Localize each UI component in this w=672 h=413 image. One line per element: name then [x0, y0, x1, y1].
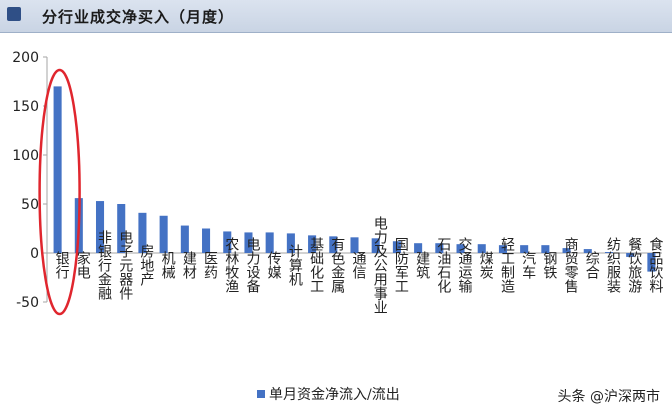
x-tick-label: 农林牧渔: [223, 237, 239, 293]
x-tick-label: 电力及公用事业: [372, 216, 388, 314]
bar-建材: [180, 225, 189, 253]
x-tick-label: 商贸零售: [563, 237, 579, 293]
x-tick-label: 综合: [584, 251, 600, 279]
x-tick-label: 传媒: [266, 251, 282, 279]
x-tick-label: 煤炭: [478, 251, 494, 279]
bar-汽车: [520, 245, 529, 253]
y-tick-label: 100: [12, 148, 39, 164]
x-tick-label: 家电: [75, 250, 91, 279]
bar-基础化工: [308, 235, 317, 253]
x-tick-label: 纺织服装: [605, 237, 621, 293]
x-tick-label: 非银行金融: [96, 230, 112, 300]
bar-chart: -50 0 50 100 150 200 银行 家电 非银行金融 电子元器件 房地产 机械 建材 医药 农林…: [12, 50, 663, 403]
bar-通信: [350, 237, 359, 253]
x-tick-label: 通信: [351, 251, 367, 279]
chart-title: 分行业成交净买入（月度）: [42, 8, 235, 26]
x-tick-label: 交通运输: [457, 236, 473, 293]
y-tick-label: 150: [12, 99, 39, 115]
bar-房地产: [138, 212, 147, 253]
x-tick-label: 建筑: [414, 251, 430, 280]
bar-综合: [583, 249, 592, 253]
legend-swatch: [257, 390, 265, 398]
x-tick-label: 银行: [54, 251, 70, 280]
bar-食品饮料: [647, 253, 656, 272]
x-tick-label: 国防军工: [393, 237, 409, 293]
x-tick-label: 钢铁: [541, 251, 557, 279]
y-tick-label: 50: [21, 197, 39, 213]
bar-国防军工: [392, 241, 401, 253]
x-tick-label: 有色金属: [329, 237, 345, 293]
x-tick-label: 医药: [202, 251, 218, 279]
bar-计算机: [286, 233, 295, 253]
x-tick-label: 房地产: [138, 244, 154, 287]
bar-农林牧渔: [223, 231, 232, 253]
legend-label: 单月资金净流入/流出: [269, 387, 400, 403]
x-tick-label: 餐饮旅游: [626, 237, 642, 294]
bar-电子元器件: [117, 204, 126, 253]
bar-传媒: [265, 232, 274, 253]
bar-机械: [159, 215, 168, 253]
header-bullet-icon: [7, 7, 21, 21]
x-tick-label: 计算机: [287, 244, 303, 287]
x-tick-label: 轻工制造: [499, 237, 515, 294]
bar-餐饮旅游: [626, 253, 635, 257]
bar-轻工制造: [498, 245, 507, 253]
x-tick-label: 石油石化: [435, 237, 451, 294]
bar-钢铁: [541, 245, 550, 253]
y-tick-label: 200: [12, 50, 39, 66]
bar-商贸零售: [562, 248, 571, 253]
bar-医药: [202, 228, 211, 253]
y-tick-label: -50: [16, 295, 39, 311]
highlight-ellipse: [38, 68, 81, 316]
bar-交通运输: [456, 244, 465, 253]
x-tick-label: 基础化工: [308, 236, 324, 293]
chart-header: 分行业成交净买入（月度）: [0, 0, 672, 33]
bar-电力设备: [244, 232, 253, 253]
bar-电力及公用事业: [371, 238, 380, 253]
watermark-text: 头条 @沪深两市: [557, 389, 660, 405]
x-tick-label: 食品饮料: [647, 236, 663, 293]
x-tick-label: 汽车: [520, 251, 536, 279]
x-tick-label: 建材: [181, 251, 197, 279]
y-tick-label: 0: [30, 246, 39, 262]
bar-煤炭: [477, 244, 486, 253]
bar-建筑: [414, 243, 423, 253]
bar-纺织服装: [604, 252, 614, 253]
bar-非银行金融: [95, 201, 105, 253]
x-tick-label: 电力设备: [244, 237, 260, 293]
bar-银行: [53, 86, 62, 254]
x-tick-label: 机械: [160, 251, 176, 279]
bar-有色金属: [329, 236, 338, 253]
x-tick-label: 电子元器件: [117, 230, 133, 300]
bar-石油石化: [435, 243, 444, 253]
